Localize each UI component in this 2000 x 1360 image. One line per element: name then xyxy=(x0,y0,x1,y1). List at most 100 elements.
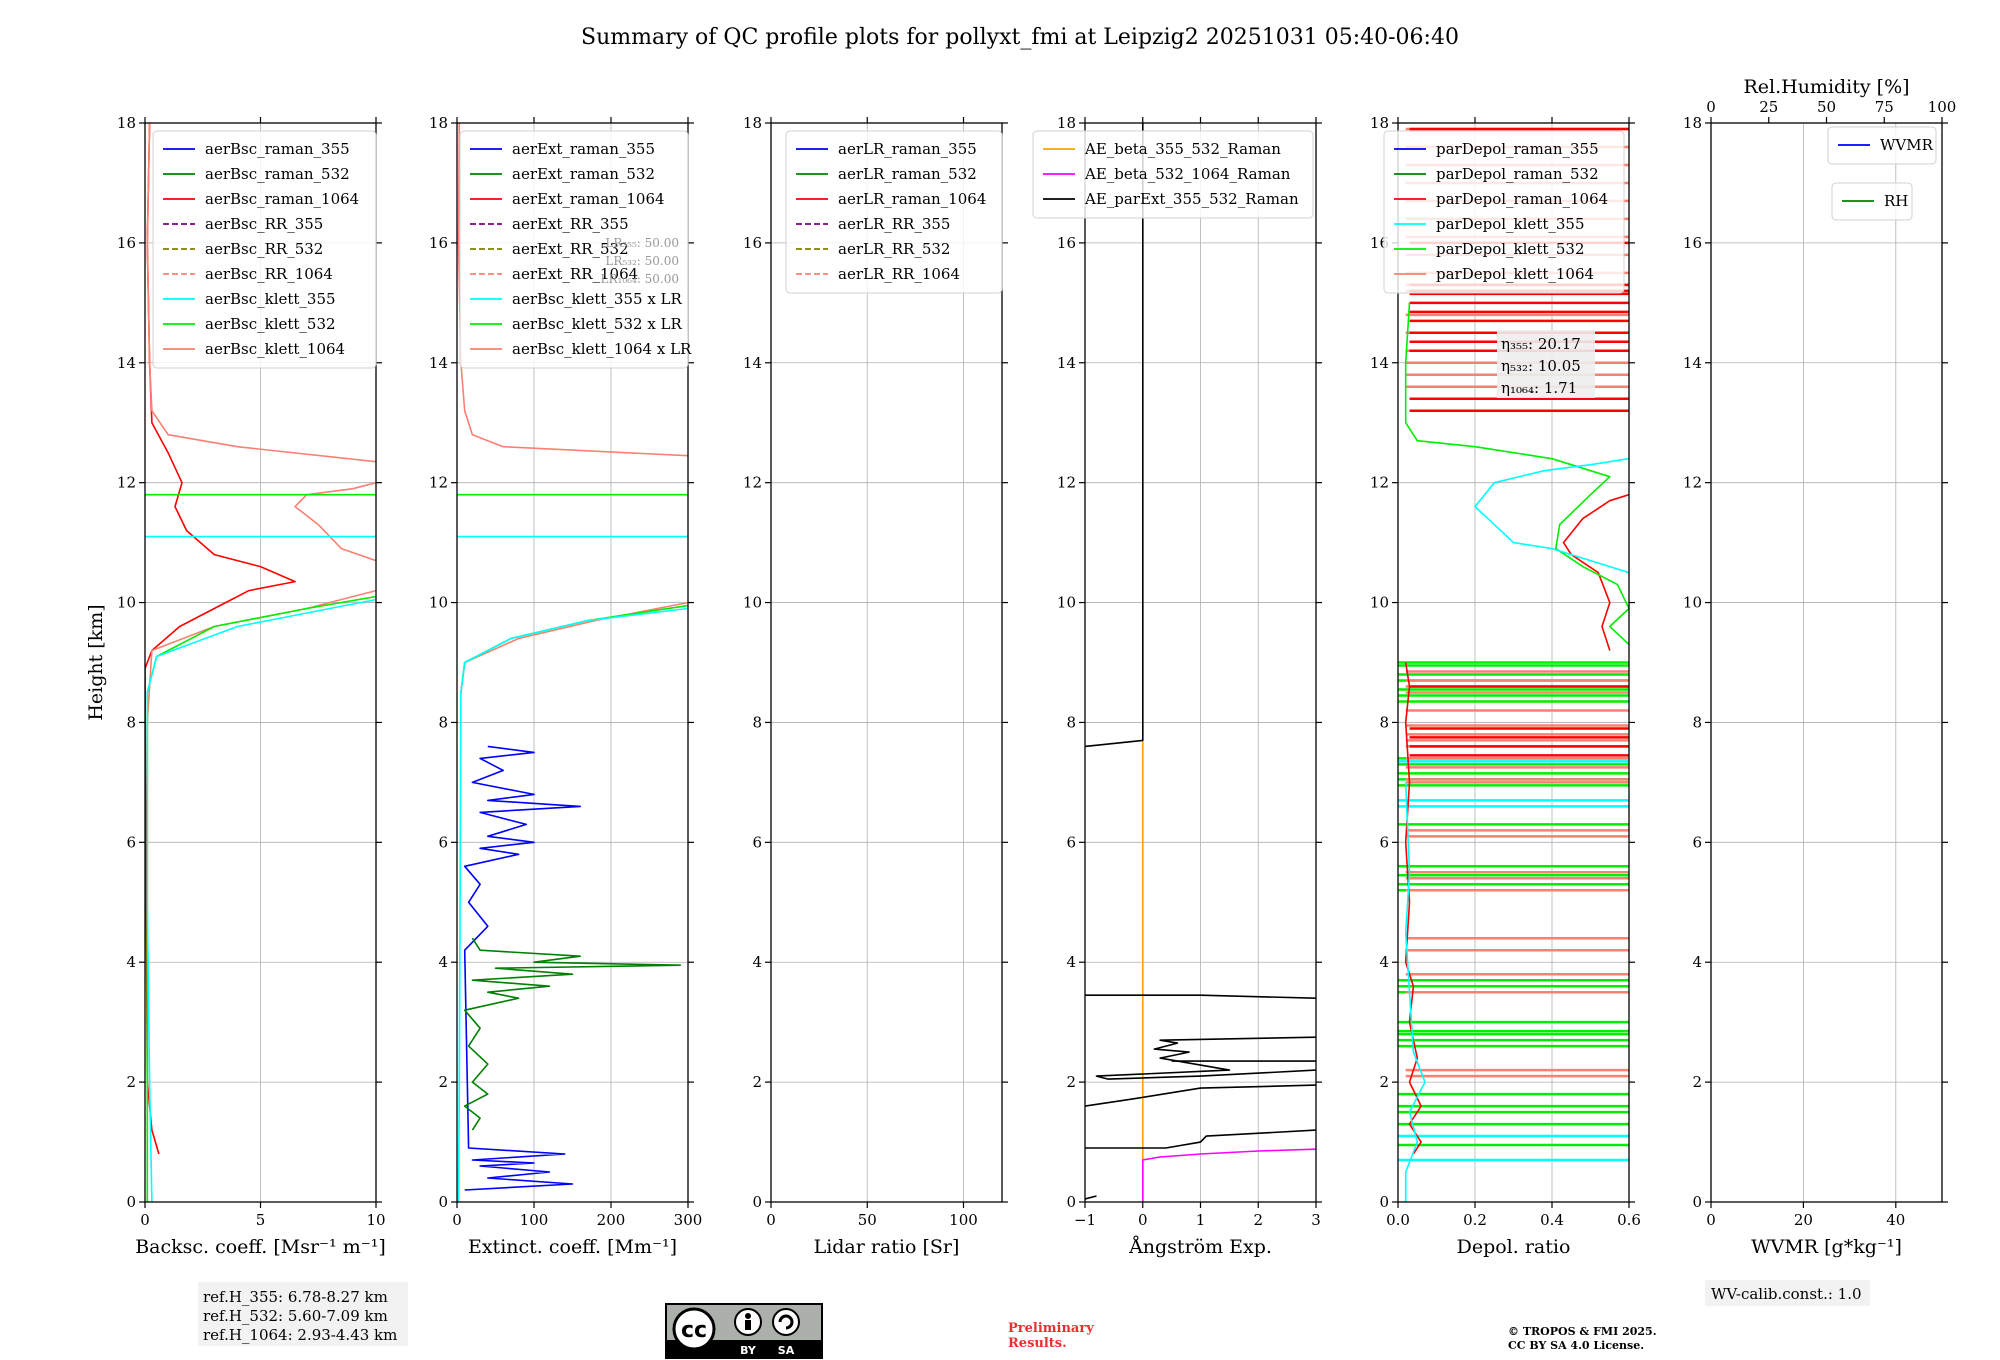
legend-wvmr: WVMR xyxy=(1827,126,1937,165)
y-tick-label: 8 xyxy=(752,713,762,731)
series-pardepol-raman-1064 xyxy=(1404,662,1422,1155)
y-tick-label: 16 xyxy=(743,234,762,252)
series-aerbsc-klett-355-x-lr xyxy=(457,607,688,1202)
legend-entry: aerExt_RR_355 xyxy=(512,215,629,233)
legend-entry: aerBsc_klett_355 xyxy=(205,290,336,308)
y-tick-label: 6 xyxy=(1066,833,1076,851)
legend-entry: aerBsc_klett_1064 xyxy=(205,340,345,358)
y-tick-label: 12 xyxy=(1057,474,1076,492)
y-tick-label: 8 xyxy=(438,713,448,731)
y-tick-label: 4 xyxy=(1692,953,1702,971)
lr-label: LR₃₅₅: 50.00 xyxy=(605,236,679,250)
preliminary-line-2: Results. xyxy=(1008,1336,1067,1351)
legend-entry: aerLR_raman_1064 xyxy=(838,190,986,208)
lr-label: LR₁₀₆₄: 50.00 xyxy=(601,272,679,286)
top-axis-label: Rel.Humidity [%] xyxy=(1743,76,1909,98)
y-tick-label: 14 xyxy=(743,354,762,372)
figure-title: Summary of QC profile plots for pollyxt_… xyxy=(581,25,1459,50)
y-tick-label: 16 xyxy=(1057,234,1076,252)
y-tick-label: 8 xyxy=(1379,713,1389,731)
y-tick-label: 0 xyxy=(1379,1193,1389,1211)
series-ae-parext-355-532-raman xyxy=(1085,1195,1097,1200)
legend-entry: aerLR_raman_355 xyxy=(838,140,977,158)
series-aerbsc-klett-1064 xyxy=(146,589,376,1202)
legend-entry: parDepol_raman_355 xyxy=(1436,140,1599,158)
y-tick-label: 8 xyxy=(126,713,136,731)
top-x-tick-label: 100 xyxy=(1928,98,1957,116)
copyright-line-2: CC BY SA 4.0 License. xyxy=(1508,1339,1644,1352)
lr-label: LR₅₃₂: 50.00 xyxy=(605,254,679,268)
y-tick-label: 16 xyxy=(117,234,136,252)
y-tick-label: 6 xyxy=(1379,833,1389,851)
x-tick-label: 300 xyxy=(674,1211,703,1229)
y-tick-label: 18 xyxy=(117,114,136,132)
cc-license-badge: cc BY SA xyxy=(665,1303,823,1359)
axes-frame xyxy=(1397,122,1630,1203)
y-tick-label: 12 xyxy=(117,474,136,492)
y-tick-label: 10 xyxy=(743,594,762,612)
y-tick-label: 16 xyxy=(429,234,448,252)
y-tick-label: 12 xyxy=(1683,474,1702,492)
legend: parDepol_raman_355 parDepol_raman_532 parD… xyxy=(1383,130,1625,294)
legend-entry: aerBsc_klett_1064 x LR xyxy=(512,340,692,358)
legend-frame xyxy=(785,130,1003,294)
legend-entry: aerBsc_RR_532 xyxy=(205,240,323,258)
top-x-tick-label: 25 xyxy=(1759,98,1778,116)
legend-entry: AE_parExt_355_532_Raman xyxy=(1084,190,1299,208)
x-axis-label: Lidar ratio [Sr] xyxy=(814,1236,960,1258)
series-group xyxy=(1085,123,1316,1202)
x-tick-label: 0 xyxy=(140,1211,150,1229)
legend-entry: AE_beta_532_1064_Raman xyxy=(1084,165,1291,183)
y-tick-label: 8 xyxy=(1692,713,1702,731)
series-aerext-raman-532 xyxy=(463,937,682,1131)
series-pardepol-klett-355 xyxy=(1474,457,1629,574)
y-tick-label: 2 xyxy=(752,1073,762,1091)
series-ae-beta-532-1064-raman xyxy=(1142,1148,1316,1202)
series-aerbsc-klett-355 xyxy=(146,598,376,1202)
y-tick-label: 6 xyxy=(752,833,762,851)
legend-entry: parDepol_raman_1064 xyxy=(1436,190,1608,208)
plot-bsc: 0 5 10 0 2 4 6 8 10 12 14 16 18 Backsc. coeff. [Msr⁻¹… xyxy=(85,114,386,1258)
y-tick-label: 18 xyxy=(1370,114,1389,132)
series-aerbsc-klett-1064-c xyxy=(146,123,376,463)
eta-label: η₅₃₂: 10.05 xyxy=(1501,357,1581,375)
x-tick-label: 100 xyxy=(520,1211,549,1229)
y-tick-label: 16 xyxy=(1683,234,1702,252)
axes-frame xyxy=(770,122,1003,1203)
x-tick-label: 20 xyxy=(1794,1211,1813,1229)
x-tick-label: 200 xyxy=(597,1211,626,1229)
legend-frame xyxy=(1383,130,1625,294)
y-tick-label: 0 xyxy=(438,1193,448,1211)
cc-badge-cc: cc xyxy=(681,1318,707,1343)
legend-entry: parDepol_klett_355 xyxy=(1436,215,1585,233)
series-group xyxy=(457,123,688,1202)
refh-box: ref.H_355: 6.78-8.27 km ref.H_532: 5.60-… xyxy=(198,1282,408,1346)
x-tick-label: 0.2 xyxy=(1463,1211,1487,1229)
series-aerbsc-raman-1064 xyxy=(145,123,296,1155)
x-tick-label: 10 xyxy=(366,1211,385,1229)
legend-entry: aerBsc_raman_1064 xyxy=(205,190,359,208)
x-tick-label: 0 xyxy=(766,1211,776,1229)
wv-calib-text: WV-calib.const.: 1.0 xyxy=(1711,1285,1862,1303)
legend-rh: RH xyxy=(1831,182,1913,221)
series-pardepol-klett-355-low xyxy=(1404,782,1426,1202)
legend-entry: aerLR_RR_355 xyxy=(838,215,950,233)
legend-frame xyxy=(1827,126,1937,165)
x-tick-label: −1 xyxy=(1074,1211,1096,1229)
refh-1064: ref.H_1064: 2.93-4.43 km xyxy=(203,1326,397,1344)
legend-entry: aerExt_RR_532 xyxy=(512,240,629,258)
x-tick-label: 0.4 xyxy=(1540,1211,1564,1229)
y-tick-label: 0 xyxy=(752,1193,762,1211)
legend-entry: aerBsc_klett_532 x LR xyxy=(512,315,683,333)
preliminary-line-1: Preliminary xyxy=(1008,1321,1094,1336)
cc-badge-sa: SA xyxy=(778,1344,795,1357)
legend: aerLR_raman_355 aerLR_raman_532 aerLR_rama… xyxy=(785,130,1003,294)
y-tick-label: 10 xyxy=(429,594,448,612)
y-tick-label: 0 xyxy=(1066,1193,1076,1211)
series-ae-parext-b xyxy=(1085,1129,1316,1149)
legend-frame xyxy=(152,130,377,369)
x-tick-label: 0 xyxy=(452,1211,462,1229)
series-pardepol-klett-532 xyxy=(1404,302,1629,646)
legend-entry: parDepol_raman_532 xyxy=(1436,165,1599,183)
